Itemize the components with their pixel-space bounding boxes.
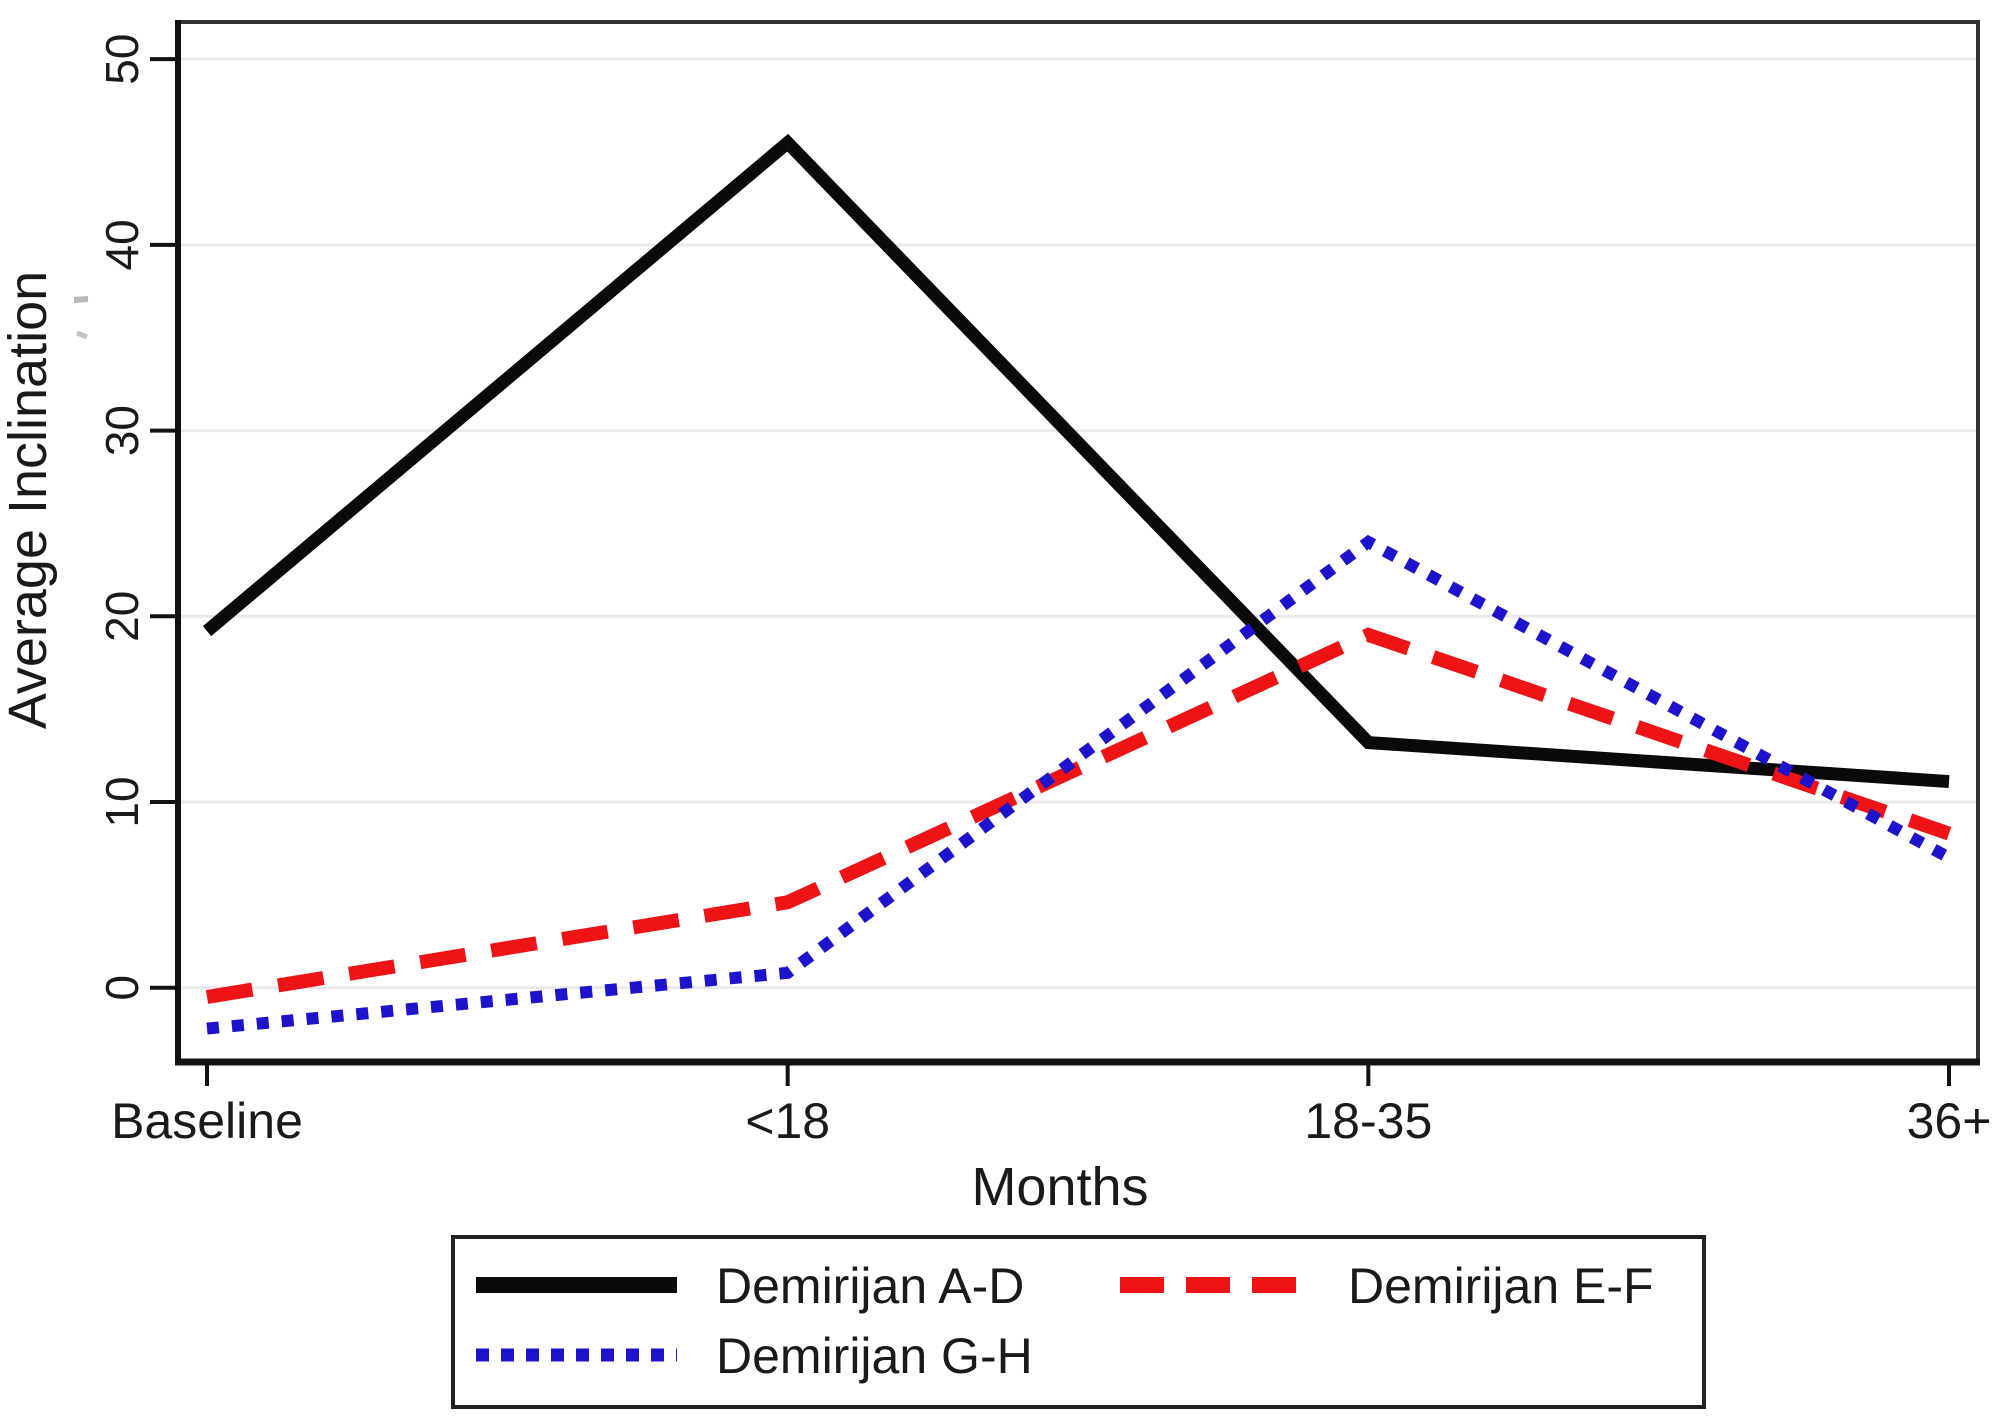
y-tick-label: 30 <box>96 405 148 456</box>
x-tick-label: 36+ <box>1907 1093 1992 1149</box>
y-tick-label: 10 <box>96 776 148 827</box>
x-tick-label: <18 <box>745 1093 830 1149</box>
series-lines-group <box>202 133 1952 1035</box>
plot-frame-group <box>175 20 1980 1066</box>
legend-box <box>451 1235 1706 1409</box>
x-tick-label: Baseline <box>111 1093 303 1149</box>
y-axis-title: Average Inclination <box>0 271 58 729</box>
gridlines-group <box>178 57 1978 990</box>
legend-keys-group <box>476 1277 1312 1362</box>
series-line-dashed <box>205 627 1952 1004</box>
plot-frame <box>176 20 1980 1064</box>
x-axis-title: Months <box>971 1157 1148 1217</box>
y-tick-label: 0 <box>96 975 148 1001</box>
legend: Demirijan A-D Demirijan E-F Demirijan G-… <box>451 1235 1706 1409</box>
y-tick-label: 20 <box>96 591 148 642</box>
series-line-dotted <box>206 534 1952 1035</box>
series-line-solid <box>202 133 1950 789</box>
legend-label-series-g-h: Demirijan G-H <box>716 1328 1033 1384</box>
stray-mark <box>73 296 89 340</box>
y-tick-label: 50 <box>96 34 148 85</box>
x-tick-label: 18-35 <box>1304 1093 1432 1149</box>
legend-label-series-a-d: Demirijan A-D <box>716 1258 1024 1314</box>
y-axis-ticks: 0 10 20 30 40 50 <box>96 34 178 1001</box>
legend-label-series-e-f: Demirijan E-F <box>1348 1258 1654 1314</box>
y-tick-label: 40 <box>96 219 148 270</box>
x-axis-ticks: Baseline <18 18-35 36+ <box>111 1062 1991 1149</box>
